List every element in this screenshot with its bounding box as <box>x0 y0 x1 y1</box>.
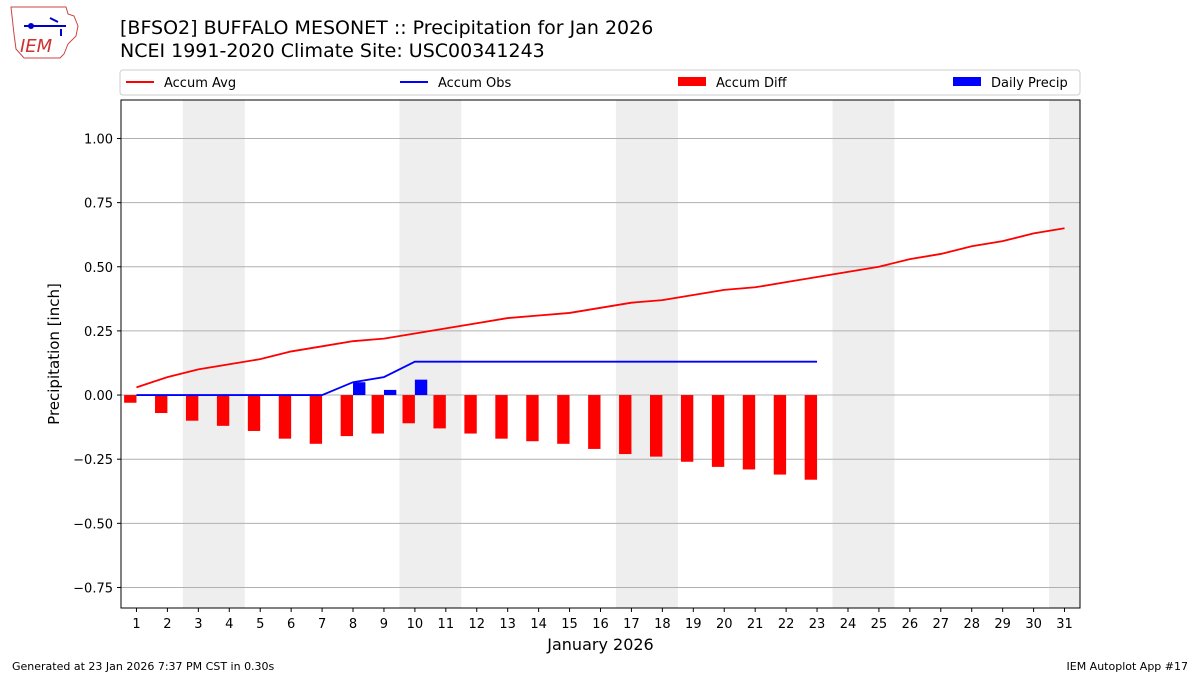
logo-text: IEM <box>20 36 53 57</box>
x-tick-label: 31 <box>1056 617 1073 632</box>
x-tick-label: 11 <box>438 617 455 632</box>
x-tick-label: 25 <box>871 617 888 632</box>
daily-precip-bar <box>353 382 366 396</box>
x-tick-label: 8 <box>349 617 357 632</box>
daily-precip-bar <box>414 379 428 396</box>
x-tick-label: 19 <box>685 617 702 632</box>
x-axis-label: January 2026 <box>546 635 653 654</box>
diff-bar <box>711 395 725 467</box>
legend-label: Accum Diff <box>716 76 788 91</box>
y-tick-label: −0.25 <box>73 453 113 468</box>
diff-bar <box>278 395 292 439</box>
chart-subtitle: NCEI 1991-2020 Climate Site: USC00341243 <box>120 40 545 62</box>
x-tick-label: 26 <box>902 617 919 632</box>
y-tick-label: −0.75 <box>73 581 113 596</box>
x-tick-label: 1 <box>132 617 140 632</box>
x-tick-label: 3 <box>194 617 202 632</box>
weekend-shade <box>182 100 245 608</box>
x-tick-label: 27 <box>933 617 950 632</box>
diff-bar <box>804 395 818 480</box>
x-tick-label: 21 <box>747 617 764 632</box>
weekend-shade <box>399 100 462 608</box>
legend <box>119 69 1081 96</box>
diff-bar <box>526 395 539 442</box>
x-tick-label: 18 <box>654 617 671 632</box>
diff-bar <box>185 395 199 421</box>
x-tick-label: 13 <box>499 617 516 632</box>
x-tick-label: 30 <box>1025 617 1042 632</box>
x-tick-label: 6 <box>287 617 295 632</box>
diff-bar <box>464 395 477 434</box>
accum-obs-line <box>136 360 818 396</box>
x-tick-label: 17 <box>623 617 640 632</box>
legend-label: Daily Precip <box>991 76 1068 91</box>
y-tick-label: 0.25 <box>84 325 113 340</box>
legend-swatch <box>678 77 706 86</box>
x-tick-label: 12 <box>468 617 485 632</box>
diff-bar <box>155 395 168 414</box>
y-tick-label: 0.75 <box>84 197 113 212</box>
weekend-shade <box>1049 100 1080 608</box>
legend-swatch <box>953 77 981 86</box>
y-tick-label: −0.50 <box>73 517 113 532</box>
x-tick-label: 22 <box>778 617 795 632</box>
x-tick-label: 2 <box>163 617 171 632</box>
y-axis-label: Precipitation [inch] <box>45 283 63 425</box>
footer-app: IEM Autoplot App #17 <box>1066 660 1189 673</box>
x-tick-label: 24 <box>840 617 857 632</box>
diff-bar <box>309 395 323 444</box>
x-tick-label: 28 <box>963 617 980 632</box>
x-tick-label: 15 <box>561 617 578 632</box>
diff-bar <box>680 395 694 462</box>
x-tick-label: 29 <box>994 617 1011 632</box>
x-tick-label: 14 <box>530 617 547 632</box>
chart-title: [BFSO2] BUFFALO MESONET :: Precipitation… <box>120 17 654 39</box>
x-tick-label: 23 <box>809 617 826 632</box>
x-tick-label: 10 <box>407 617 424 632</box>
daily-precip-bar <box>383 389 397 396</box>
weekend-shade <box>615 100 678 608</box>
legend-label: Accum Obs <box>438 76 511 91</box>
accum-avg-line <box>136 227 1065 389</box>
legend-label: Accum Avg <box>164 76 236 91</box>
diff-bar <box>557 395 570 444</box>
diff-bar <box>433 395 446 429</box>
diff-bar <box>619 395 632 455</box>
y-tick-label: 0.00 <box>84 389 113 404</box>
diff-bar <box>216 395 230 426</box>
diff-bar <box>124 395 137 403</box>
diff-bar <box>649 395 663 457</box>
x-tick-label: 16 <box>592 617 609 632</box>
diff-bar <box>495 395 508 439</box>
diff-bar <box>371 395 384 434</box>
diff-bar <box>588 395 601 449</box>
diff-bar <box>742 395 756 470</box>
x-tick-label: 5 <box>256 617 264 632</box>
x-tick-label: 4 <box>225 617 233 632</box>
footer-generated: Generated at 23 Jan 2026 7:37 PM CST in … <box>12 660 275 673</box>
diff-bar <box>773 395 787 475</box>
plot-frame <box>120 99 1081 609</box>
diff-bar <box>402 395 415 424</box>
x-tick-label: 7 <box>318 617 326 632</box>
y-tick-label: 0.50 <box>84 261 113 276</box>
x-tick-label: 9 <box>380 617 388 632</box>
weekend-shade <box>832 100 895 608</box>
y-tick-label: 1.00 <box>84 132 113 147</box>
diff-bar <box>340 395 354 437</box>
diff-bar <box>247 395 261 431</box>
iem-logo: IEM <box>10 6 79 59</box>
x-tick-label: 20 <box>716 617 733 632</box>
